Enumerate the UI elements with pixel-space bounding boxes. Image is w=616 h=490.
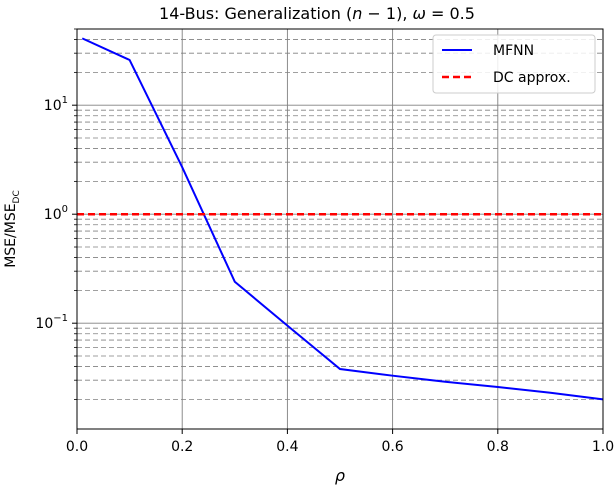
legend-label-mfnn: MFNN — [493, 43, 534, 59]
series-layer — [77, 37, 604, 401]
x-tick-label: 1.0 — [592, 439, 614, 455]
title-part-2: n — [352, 4, 362, 23]
x-tick-label: 0.8 — [487, 439, 509, 455]
chart-title: 14-Bus: Generalization (n − 1), ω = 0.5 — [159, 4, 475, 23]
x-tick-label: 0.0 — [66, 439, 88, 455]
legend: MFNN DC approx. — [432, 34, 596, 94]
x-tick-label: 0.4 — [276, 439, 298, 455]
title-part-3: − 1), — [362, 4, 412, 23]
y-tick-label: 101 — [44, 95, 68, 114]
y-axis-label-main: MSE/MSE — [3, 203, 19, 267]
series-line-mfnn — [81, 37, 604, 401]
y-axis-label-sub: DC — [12, 190, 22, 203]
title-part-1: 14-Bus: Generalization ( — [159, 4, 352, 23]
y-tick-label: 100 — [44, 204, 68, 223]
y-axis-label: MSE/MSEDC — [3, 190, 22, 268]
x-tick-label: 0.6 — [381, 439, 403, 455]
title-part-5: = 0.5 — [426, 4, 475, 23]
y-tick-label: 10−1 — [35, 313, 68, 332]
x-tick-label: 0.2 — [171, 439, 193, 455]
x-axis-label: ρ — [335, 466, 345, 485]
title-part-4: ω — [413, 4, 426, 23]
legend-label-dc-approx: DC approx. — [493, 70, 571, 86]
ticks: 0.0 0.2 0.4 0.6 0.8 1.0 101 100 10−1 — [35, 28, 614, 455]
plot-frame — [76, 28, 604, 430]
legend-box — [432, 34, 596, 94]
